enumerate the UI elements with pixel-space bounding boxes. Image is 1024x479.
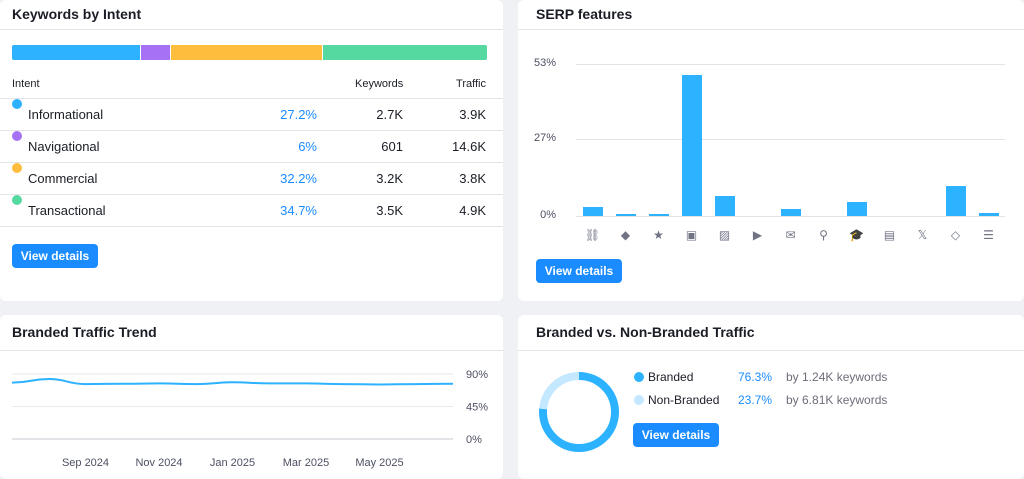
branded-traffic-line-chart: 90% 45% 0% Sep 2024 Nov 2024 Jan 2025 Mar 2025… [11,369,488,469]
x-tick-label: Jan 2025 [210,457,255,469]
branded-legend-dot [634,372,644,382]
table-header: Intent Keywords Traffic [12,78,486,98]
intent-traffic: 3.9K [459,107,486,122]
intent-segment-navigational [141,45,171,60]
x-tick-label: Sep 2024 [62,457,109,469]
branded-vs-nonbranded-card: Branded vs. Non-Branded Traffic Branded … [518,315,1024,479]
y-tick-label: 53% [533,57,556,69]
intent-table: Informational 27.2% 2.7K 3.9K Navigational 6%… [0,98,503,228]
image-pack-icon[interactable]: ▨ [718,228,731,242]
table-row: Informational 27.2% 2.7K 3.9K [0,98,503,130]
keywords-by-intent-card: Keywords by Intent Intent Keywords Traff… [0,0,503,301]
column-header-traffic: Traffic [456,78,486,90]
card-title: Branded Traffic Trend [0,315,503,351]
intent-distribution-bar [12,45,487,60]
intent-percent[interactable]: 6% [298,139,317,154]
local-pack-icon[interactable]: ⚲ [819,228,828,242]
serp-bar[interactable] [846,201,867,216]
branded-traffic-line[interactable] [11,378,454,386]
list-icon[interactable]: ☰ [983,228,994,242]
y-tick-label: 0% [466,434,482,446]
sitelinks-icon[interactable]: ◆ [620,228,631,242]
table-row: Navigational 6% 601 14.6K [0,130,503,162]
intent-name: Informational [28,107,104,122]
x-tick-label: Mar 2025 [283,457,329,469]
y-tick-label: 27% [533,131,556,144]
intent-percent[interactable]: 32.2% [280,171,317,186]
link-icon[interactable]: ⛓ [584,228,601,242]
x-tick-label: May 2025 [355,457,403,469]
card-title: Branded vs. Non-Branded Traffic [518,315,1024,351]
intent-color-dot [12,163,22,173]
intent-percent[interactable]: 34.7% [280,203,317,218]
view-details-button[interactable]: View details [12,244,98,268]
serp-bar[interactable] [780,208,801,216]
intent-name: Transactional [28,203,106,218]
table-bottom-border [0,226,503,227]
view-details-button[interactable]: View details [536,259,622,283]
intent-color-dot [12,195,22,205]
card-title: Keywords by Intent [0,0,503,30]
card-title: SERP features [518,0,1024,30]
branded-donut-chart [539,372,619,452]
branded-label: Branded [648,370,694,384]
education-icon[interactable]: 🎓 [849,228,864,242]
intent-traffic: 3.8K [459,171,486,186]
branded-keywords: by 1.24K keywords [786,370,888,384]
intent-name: Navigational [28,139,100,154]
intent-traffic: 4.9K [459,203,486,218]
nonbranded-slice[interactable] [539,372,619,452]
serp-bar[interactable] [714,195,735,216]
nonbranded-label: Non-Branded [648,393,720,407]
intent-percent[interactable]: 27.2% [280,107,317,122]
serp-bar[interactable] [945,185,966,216]
table-row: Transactional 34.7% 3.5K 4.9K [0,194,503,226]
y-tick-label: 0% [540,209,556,221]
serp-bar[interactable] [615,213,636,216]
gridline [576,64,1005,65]
intent-keywords: 3.2K [376,171,403,186]
image-icon[interactable]: ▣ [685,228,698,242]
intent-keywords: 3.5K [376,203,403,218]
nonbranded-legend-dot [634,395,644,405]
serp-features-card: SERP features 53% 27% 0% ⛓ ◆ ★ ▣ ▨ ▶ ✉ ⚲ 🎓 ▤ 𝕏 ◇ ☰ View… [518,0,1024,301]
view-details-button[interactable]: View details [633,423,719,447]
intent-segment-commercial [170,45,324,60]
faq-icon[interactable]: ✉ [785,228,796,242]
intent-name: Commercial [28,171,98,186]
x-icon[interactable]: 𝕏 [917,228,928,242]
serp-bar[interactable] [978,213,999,216]
branded-percent: 76.3% [738,370,773,384]
table-row: Commercial 32.2% 3.2K 3.8K [0,162,503,194]
intent-segment-informational [12,45,142,60]
video-icon[interactable]: ▶ [752,228,763,242]
y-tick-label: 45% [466,402,488,414]
column-header-keywords: Keywords [355,78,404,90]
news-icon[interactable]: ▤ [883,228,896,242]
column-header-intent: Intent [12,78,40,90]
intent-color-dot [12,131,22,141]
intent-color-dot [12,99,22,109]
star-icon[interactable]: ★ [653,228,664,242]
intent-keywords: 601 [381,139,403,154]
gridline [576,216,1005,217]
intent-keywords: 2.7K [376,107,403,122]
serp-bar[interactable] [582,207,603,216]
gridline [576,138,1005,140]
x-tick-label: Nov 2024 [135,457,182,469]
nonbranded-percent: 23.7% [738,393,773,407]
nonbranded-keywords: by 6.81K keywords [786,393,888,407]
serp-bar[interactable] [681,75,702,216]
intent-segment-transactional [323,45,487,60]
intent-traffic: 14.6K [452,139,486,154]
tag-icon[interactable]: ◇ [950,228,961,242]
serp-bar[interactable] [648,214,669,216]
branded-traffic-trend-card: Branded Traffic Trend 90% 45% 0% Sep 2024 No… [0,315,503,479]
y-tick-label: 90% [466,369,488,381]
